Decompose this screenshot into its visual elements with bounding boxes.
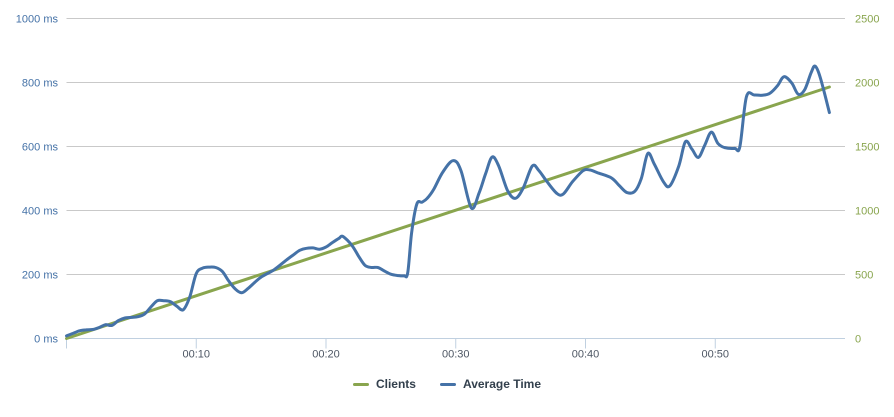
y-axis-label-left: 0 ms xyxy=(34,334,58,346)
average-time-line-swatch xyxy=(439,382,456,386)
plot-area: 0 ms 0 200 ms 500 400 ms 1000 600 ms 1500 800 ms… xyxy=(16,14,880,361)
y-axis-label-left: 600 ms xyxy=(22,142,59,154)
legend: Clients Average Time xyxy=(0,377,894,391)
y-axis-label-right: 2000 xyxy=(855,78,879,90)
legend-label-clients: Clients xyxy=(375,377,416,391)
y-axis-label-left: 200 ms xyxy=(22,270,59,282)
x-axis-label: 00:30 xyxy=(442,349,470,361)
y-axis-label-right: 500 xyxy=(855,270,873,282)
y-axis-label-left: 800 ms xyxy=(22,78,59,90)
legend-label-average-time: Average Time xyxy=(462,377,542,391)
x-axis-label: 00:20 xyxy=(312,349,340,361)
y-axis-label-left: 1000 ms xyxy=(16,14,59,26)
y-axis-label-left: 400 ms xyxy=(22,206,59,218)
clients-line xyxy=(65,85,831,340)
legend-item-average-time[interactable]: Average Time xyxy=(439,377,542,391)
y-axis-label-right: 1500 xyxy=(855,142,879,154)
average-time-line xyxy=(65,64,831,338)
x-axis-label: 00:40 xyxy=(572,349,600,361)
x-axis-label: 00:50 xyxy=(701,349,729,361)
y-axis-label-right: 0 xyxy=(855,334,861,346)
clients-line-swatch xyxy=(352,382,369,386)
x-axis-label: 00:10 xyxy=(182,349,210,361)
legend-item-clients[interactable]: Clients xyxy=(352,377,416,391)
y-axis-label-right: 1000 xyxy=(855,206,879,218)
y-axis-label-right: 2500 xyxy=(855,14,879,26)
